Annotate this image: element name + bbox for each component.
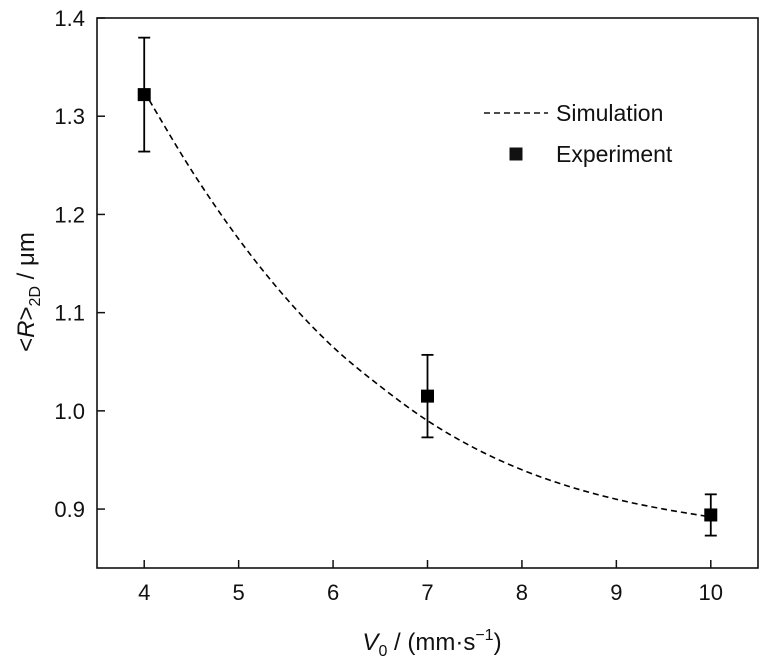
experiment-marker: [704, 508, 718, 522]
x-axis: 4 5 6 7 8 9 10: [138, 560, 723, 605]
experiment-point: [421, 353, 434, 439]
y-axis: 0.9 1.0 1.1 1.2 1.3 1.4: [54, 6, 105, 522]
y-tick-label: 1.2: [54, 202, 85, 227]
y-tick-label: 1.1: [54, 301, 85, 326]
legend-experiment-label: Experiment: [556, 141, 673, 167]
x-tick-label: 9: [610, 580, 622, 605]
experiment-point: [704, 493, 718, 537]
experiment-marker: [137, 88, 151, 102]
x-tick-label: 6: [327, 580, 339, 605]
x-axis-title: V0 / (mm·s−1): [362, 627, 501, 660]
x-tick-label: 7: [421, 580, 433, 605]
x-tick-label: 5: [233, 580, 245, 605]
series-layer: [137, 36, 718, 537]
x-tick-label: 4: [138, 580, 150, 605]
y-tick-label: 1.4: [54, 6, 85, 31]
x-tick-label: 10: [699, 580, 723, 605]
experiment-marker: [421, 389, 434, 403]
y-tick-label: 0.9: [54, 497, 85, 522]
y-axis-title: <R>2D / μm: [13, 232, 44, 352]
legend: Simulation Experiment: [484, 100, 673, 167]
legend-experiment-swatch: [509, 147, 523, 161]
experiment-point: [137, 36, 151, 153]
legend-simulation-label: Simulation: [556, 100, 663, 126]
y-tick-label: 1.3: [54, 104, 85, 129]
x-tick-label: 8: [516, 580, 528, 605]
y-tick-label: 1.0: [54, 399, 85, 424]
simulation-line: [143, 91, 711, 518]
